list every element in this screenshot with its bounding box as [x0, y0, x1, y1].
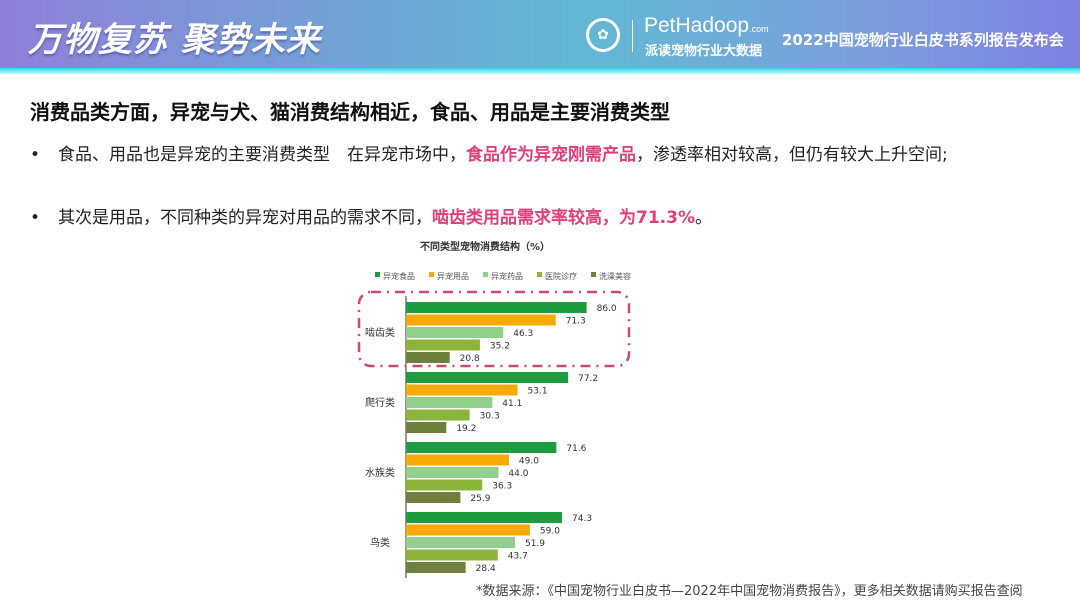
bar: [406, 314, 556, 326]
bar: [406, 549, 498, 561]
legend-label: 异宠用品: [437, 271, 469, 281]
data-label: 46.3: [513, 329, 533, 339]
bar: [406, 302, 587, 313]
bullet-pre: 食品、用品也是异宠的主要消费类型 在异宠市场中，: [58, 145, 466, 165]
bullet-text: 食品、用品也是异宠的主要消费类型 在异宠市场中，食品作为异宠刚需产品，渗透率相对…: [58, 140, 1040, 170]
event-title: 2022中国宠物行业白皮书系列报告发布会: [782, 31, 1064, 49]
data-label: 74.3: [572, 514, 592, 524]
page-heading: 消费品类方面，异宠与犬、猫消费结构相近，食品、用品是主要消费类型: [30, 100, 670, 124]
bullet-post: ，渗透率相对较高，但仍有较大上升空间;: [636, 145, 948, 165]
bullet-dot: •: [30, 208, 41, 228]
bullet-item: • 食品、用品也是异宠的主要消费类型 在异宠市场中，食品作为异宠刚需产品，渗透率…: [30, 140, 1040, 170]
legend-swatch: [429, 272, 434, 277]
brand-subtitle: 派读宠物行业大数据: [645, 44, 763, 59]
data-source-footer: *数据来源：《中国宠物行业白皮书—2022年中国宠物消费报告》，更多相关数据请购…: [476, 584, 1023, 599]
logo-separator: [632, 20, 633, 52]
bar: [406, 384, 518, 396]
brand-suffix: .com: [749, 24, 769, 34]
data-label: 86.0: [597, 304, 617, 314]
data-label: 30.3: [480, 412, 500, 422]
bar: [406, 524, 530, 536]
data-label: 53.1: [528, 387, 548, 397]
bar: [406, 339, 480, 351]
bar: [406, 454, 509, 466]
bar: [406, 409, 470, 421]
bar: [406, 562, 466, 573]
data-label: 36.3: [492, 482, 512, 492]
bullet-pre: 其次是用品，不同种类的异宠对用品的需求不同，: [58, 208, 432, 228]
data-label: 28.4: [476, 564, 496, 574]
legend-swatch: [591, 272, 596, 277]
bar: [406, 352, 450, 363]
bar: [406, 479, 483, 491]
bar: [406, 442, 557, 453]
highlight-box: [357, 290, 631, 368]
bar: [406, 372, 569, 383]
legend-label: 异宠食品: [383, 271, 415, 281]
data-label: 71.6: [566, 444, 586, 454]
legend-label: 洗澡美容: [599, 271, 631, 281]
header-divider: [0, 68, 1080, 74]
bar: [406, 397, 493, 408]
bar: [406, 467, 499, 478]
data-label: 51.9: [525, 539, 545, 549]
data-label: 77.2: [578, 374, 598, 384]
bullet-text: 其次是用品，不同种类的异宠对用品的需求不同，啮齿类用品需求率较高，为71.3%。: [58, 203, 1040, 233]
legend-swatch: [483, 272, 488, 277]
data-label: 20.8: [460, 354, 480, 364]
legend-label: 异宠药品: [491, 271, 523, 281]
data-label: 44.0: [508, 469, 528, 479]
seal-logo-icon: ✿: [586, 18, 620, 52]
data-label: 41.1: [502, 399, 522, 409]
bar: [406, 512, 563, 523]
data-label: 59.0: [540, 527, 560, 537]
legend-swatch: [537, 272, 542, 277]
slogan: 万物复苏 聚势未来: [28, 20, 321, 60]
legend-label: 医院诊疗: [545, 271, 577, 281]
bullet-post: 。: [694, 208, 712, 228]
legend-swatch: [375, 272, 380, 277]
data-label: 43.7: [508, 552, 528, 562]
bar: [406, 492, 461, 503]
bar: [406, 537, 515, 548]
chart-title: 不同类型宠物消费结构（%）: [420, 240, 550, 253]
data-label: 71.3: [566, 317, 586, 327]
bar: [406, 422, 447, 433]
data-label: 35.2: [490, 342, 510, 352]
category-label: 鸟类: [370, 536, 390, 549]
data-label: 49.0: [519, 457, 539, 467]
bullet-highlight: 啮齿类用品需求率较高，为71.3%: [432, 208, 695, 228]
bullet-highlight: 食品作为异宠刚需产品: [466, 145, 636, 165]
header-banner: [0, 0, 1080, 68]
category-label: 啮齿类: [365, 326, 395, 339]
data-label: 19.2: [456, 424, 476, 434]
brand-name: PetHadoop.com: [644, 14, 769, 38]
category-label: 爬行类: [365, 396, 395, 409]
bullet-dot: •: [30, 145, 41, 165]
bar: [406, 327, 504, 338]
bullet-item: • 其次是用品，不同种类的异宠对用品的需求不同，啮齿类用品需求率较高，为71.3…: [30, 203, 1040, 233]
category-label: 水族类: [365, 466, 395, 479]
data-label: 25.9: [470, 494, 490, 504]
brand-text: PetHadoop: [644, 14, 750, 37]
